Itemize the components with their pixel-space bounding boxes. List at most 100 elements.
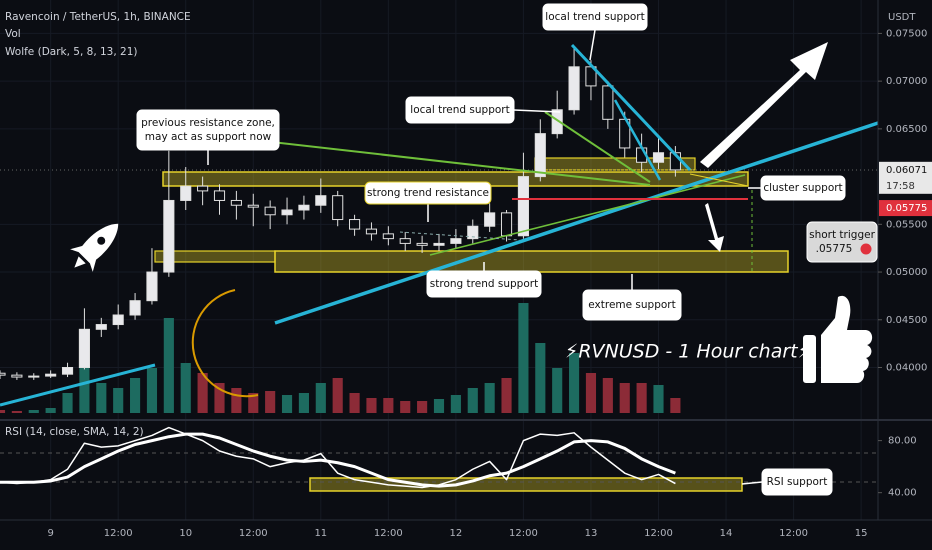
callout-text: .05775 bbox=[816, 243, 853, 255]
rocket-icon bbox=[70, 223, 119, 272]
pattern-line bbox=[399, 231, 521, 241]
candle-body bbox=[365, 228, 378, 235]
candle-body bbox=[416, 242, 428, 246]
volume-bar bbox=[467, 388, 478, 413]
callout-text: may act as support now bbox=[145, 131, 272, 143]
volume-bar bbox=[670, 398, 681, 413]
candle-body bbox=[450, 238, 462, 244]
trend-line bbox=[544, 111, 651, 183]
candle-body bbox=[500, 212, 513, 237]
y-tick-label: 0.06500 bbox=[886, 124, 927, 135]
volume-bar bbox=[585, 373, 597, 413]
candle-body bbox=[517, 176, 529, 237]
candle-body bbox=[349, 219, 361, 230]
rsi-support-zone bbox=[309, 477, 743, 492]
candle-body bbox=[568, 66, 580, 111]
trend-line bbox=[429, 174, 746, 256]
callout-text: local trend support bbox=[410, 104, 509, 116]
candle-body bbox=[534, 133, 546, 178]
y-tick-label: 0.07000 bbox=[886, 76, 927, 87]
up-arrow bbox=[700, 42, 828, 168]
rsi-ma-line bbox=[0, 432, 676, 488]
volume-bar bbox=[619, 383, 630, 413]
volume-bar bbox=[248, 393, 259, 413]
candle-body bbox=[433, 242, 445, 246]
volume-bar bbox=[214, 383, 225, 413]
y-tick-label: 0.07500 bbox=[886, 28, 927, 39]
y-tick-label: 0.05500 bbox=[886, 219, 927, 230]
axes: 0.04000 0.04500 0.05000 0.05500 0.06500 0.070… bbox=[47, 28, 932, 539]
extreme-support-zone bbox=[274, 250, 789, 273]
volume-bar bbox=[366, 398, 377, 413]
volume-bar bbox=[450, 395, 461, 413]
candle-body bbox=[146, 271, 158, 302]
x-tick-label: 14 bbox=[720, 528, 733, 539]
volume-bar bbox=[332, 378, 343, 413]
callout-box bbox=[582, 289, 682, 321]
callout-text: local trend support bbox=[545, 11, 644, 23]
candle-body bbox=[399, 238, 411, 244]
callout-box bbox=[426, 270, 542, 298]
volume-bar bbox=[636, 383, 647, 413]
trend-line bbox=[274, 121, 879, 325]
candle-body bbox=[602, 85, 614, 120]
rocket-flame bbox=[74, 256, 86, 268]
volume-bar bbox=[569, 353, 580, 413]
trigger-price-box bbox=[879, 200, 932, 217]
pointer bbox=[513, 109, 561, 113]
volume-bar bbox=[45, 408, 56, 413]
candle-body bbox=[467, 225, 479, 240]
volume-bar bbox=[113, 388, 124, 413]
candle-body bbox=[551, 109, 563, 135]
drawings bbox=[0, 29, 879, 485]
x-tick-label: 10 bbox=[179, 528, 192, 539]
candle-body bbox=[11, 374, 23, 378]
candle-body bbox=[213, 190, 226, 201]
candle-body bbox=[382, 233, 394, 240]
candle-body bbox=[112, 314, 124, 326]
candle-body bbox=[332, 195, 344, 221]
trend-line bbox=[613, 99, 662, 181]
volume-bar bbox=[535, 343, 546, 413]
candle-body bbox=[78, 328, 90, 368]
last-price-box bbox=[879, 161, 932, 194]
x-tick-label: 12:00 bbox=[779, 528, 808, 539]
callout-text: short trigger bbox=[809, 229, 875, 241]
moon-icon bbox=[191, 289, 259, 398]
volume-bar bbox=[349, 393, 360, 413]
pointer bbox=[741, 481, 763, 485]
callout-text: cluster support bbox=[763, 182, 842, 194]
volume-bar bbox=[400, 401, 411, 413]
candle-body bbox=[197, 185, 209, 192]
volume-bar bbox=[96, 383, 107, 413]
volume-bar bbox=[518, 303, 529, 413]
candle-body bbox=[28, 375, 40, 378]
callout-text: previous resistance zone, bbox=[141, 117, 275, 129]
trend-line bbox=[570, 43, 692, 172]
volume-bar bbox=[281, 395, 293, 413]
rsi-title: RSI (14, close, SMA, 14, 2) bbox=[5, 426, 144, 438]
annotations: local trend support local trend support pr… bbox=[136, 3, 878, 496]
candle-body bbox=[163, 199, 175, 273]
trend-line bbox=[0, 363, 156, 407]
volume-bar bbox=[484, 383, 495, 413]
grid bbox=[0, 0, 878, 520]
volume-bar bbox=[433, 399, 445, 413]
candle-body bbox=[315, 195, 327, 206]
volume-bar bbox=[265, 391, 276, 413]
callout-text: RSI support bbox=[767, 476, 828, 488]
rsi-line bbox=[0, 426, 676, 489]
volume-bar bbox=[653, 385, 664, 413]
y-axis-label: USDT bbox=[888, 12, 916, 23]
volume-bar bbox=[417, 401, 428, 413]
pointer bbox=[589, 29, 596, 61]
x-tick-label: 11 bbox=[314, 528, 327, 539]
candle-body bbox=[264, 206, 276, 216]
thumb-cuff bbox=[803, 335, 816, 383]
callout-text: strong trend support bbox=[430, 278, 538, 290]
rocket-window bbox=[97, 236, 106, 245]
thumbs-up-icon bbox=[803, 295, 873, 383]
volume-bar bbox=[163, 318, 174, 413]
volume-bar bbox=[130, 378, 141, 413]
